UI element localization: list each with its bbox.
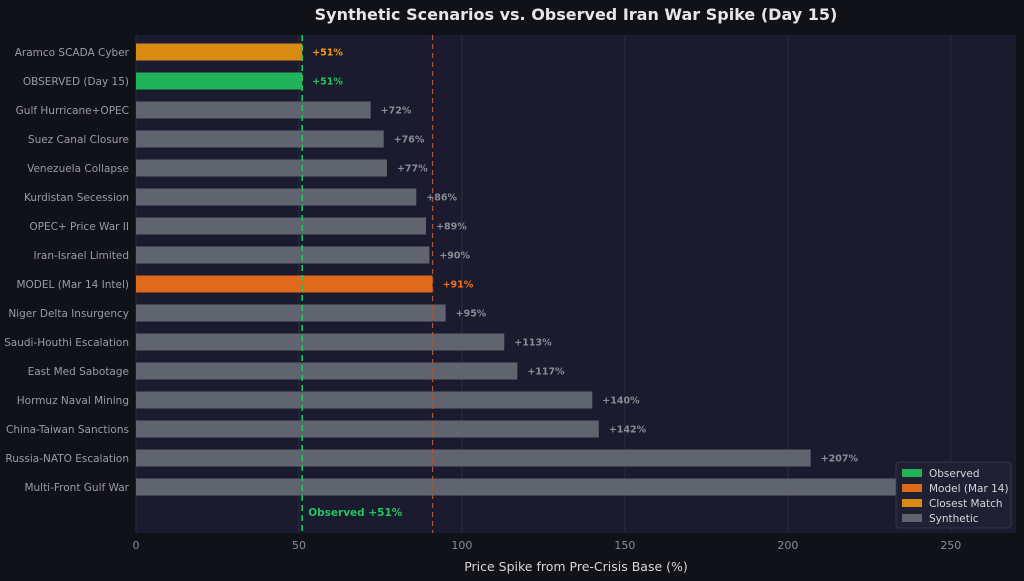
bar: [136, 391, 593, 409]
value-label: +95%: [456, 309, 487, 320]
value-labels: +51% +51% +72% +76% +77% +86% +89% +90% +91% +95%…: [312, 48, 858, 465]
observed-annotation: Observed +51%: [308, 507, 403, 519]
value-label: +117%: [527, 367, 565, 378]
x-axis-label: Price Spike from Pre-Crisis Base (%): [464, 559, 688, 574]
legend-swatch: [902, 514, 922, 522]
value-label: +207%: [821, 454, 859, 465]
bar: [136, 420, 599, 438]
value-label: +76%: [394, 135, 425, 146]
category-label: Suez Canal Closure: [28, 134, 129, 146]
category-label: East Med Sabotage: [28, 366, 129, 378]
value-label: +140%: [602, 396, 640, 407]
bar: [136, 275, 433, 293]
category-label: OBSERVED (Day 15): [23, 76, 129, 88]
legend-label: Closest Match: [929, 498, 1003, 510]
x-tick-label: 50: [292, 539, 306, 552]
category-label: MODEL (Mar 14 Intel): [16, 279, 129, 291]
bar: [136, 101, 371, 119]
bar: [136, 333, 505, 351]
category-label: Iran-Israel Limited: [34, 250, 129, 262]
category-label: Aramco SCADA Cyber: [15, 47, 130, 59]
bar: [136, 246, 430, 264]
x-tick-label: 100: [451, 539, 472, 552]
x-tick-label: 0: [133, 539, 140, 552]
x-tick-label: 200: [777, 539, 798, 552]
category-label: China-Taiwan Sanctions: [6, 424, 129, 436]
category-label: Kurdistan Secession: [24, 192, 129, 204]
category-label: Niger Delta Insurgency: [8, 308, 129, 320]
bar: [136, 188, 417, 206]
category-label: Hormuz Naval Mining: [17, 395, 129, 407]
value-label: +51%: [312, 77, 343, 88]
legend-swatch: [902, 484, 922, 492]
category-label: Saudi-Houthi Escalation: [4, 337, 129, 349]
value-label: +72%: [381, 106, 412, 117]
bar: [136, 478, 928, 496]
bar: [136, 304, 446, 322]
legend-label: Synthetic: [929, 513, 979, 525]
value-label: +90%: [439, 251, 470, 262]
bar: [136, 217, 427, 235]
value-label: +89%: [436, 222, 467, 233]
legend-label: Observed: [929, 468, 980, 480]
category-label: Russia-NATO Escalation: [5, 453, 129, 465]
category-label: OPEC+ Price War II: [29, 221, 129, 233]
value-label: +91%: [443, 280, 474, 291]
value-label: +77%: [397, 164, 428, 175]
bar: [136, 43, 303, 61]
category-label: Venezuela Collapse: [27, 163, 129, 175]
value-label: +113%: [514, 338, 552, 349]
value-label: +142%: [609, 425, 647, 436]
legend-label: Model (Mar 14): [929, 483, 1009, 495]
x-axis-ticks: 0 50 100 150 200 250: [133, 539, 962, 552]
bar: [136, 130, 384, 148]
x-tick-label: 250: [940, 539, 961, 552]
bar: [136, 159, 387, 177]
chart-title: Synthetic Scenarios vs. Observed Iran Wa…: [315, 5, 838, 24]
legend-box: [895, 461, 1012, 529]
legend-swatch: [902, 469, 922, 477]
category-label: Multi-Front Gulf War: [24, 482, 129, 494]
value-label: +86%: [426, 193, 457, 204]
y-axis-labels: Aramco SCADA Cyber OBSERVED (Day 15) Gulf …: [4, 47, 130, 494]
legend: Observed Model (Mar 14) Closest Match Synth…: [895, 461, 1012, 529]
bar: [136, 72, 303, 90]
x-tick-label: 150: [614, 539, 635, 552]
reference-lines: [301, 35, 434, 533]
legend-swatch: [902, 499, 922, 507]
bars: [136, 43, 928, 496]
category-label: Gulf Hurricane+OPEC: [16, 105, 129, 117]
bar: [136, 449, 811, 467]
value-label: +51%: [312, 48, 343, 59]
bar: [136, 362, 518, 380]
